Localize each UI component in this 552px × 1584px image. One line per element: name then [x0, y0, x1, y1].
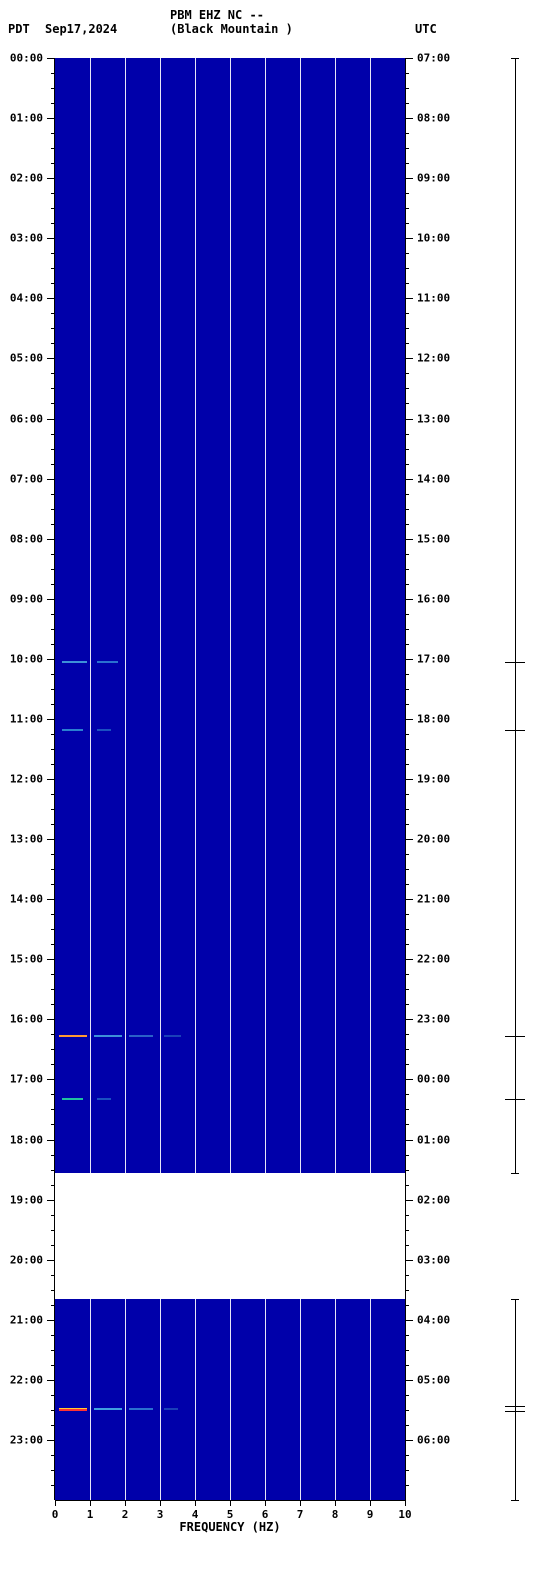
signal-streak: [164, 1035, 182, 1037]
right-time-label: 21:00: [417, 893, 450, 906]
event-tick: [505, 662, 525, 663]
freq-tick-label: 9: [367, 1508, 374, 1521]
event-tick: [505, 1099, 525, 1100]
right-time-label: 22:00: [417, 953, 450, 966]
right-time-label: 07:00: [417, 52, 450, 65]
freq-tick-label: 5: [227, 1508, 234, 1521]
station-code: PBM EHZ NC --: [170, 8, 264, 22]
signal-streak: [59, 1035, 87, 1037]
signal-streak: [97, 729, 111, 731]
left-time-label: 02:00: [10, 172, 43, 185]
right-time-label: 20:00: [417, 833, 450, 846]
left-time-axis: 00:0001:0002:0003:0004:0005:0006:0007:00…: [0, 58, 55, 1500]
right-time-label: 18:00: [417, 712, 450, 725]
left-time-label: 09:00: [10, 592, 43, 605]
event-tick: [505, 1406, 525, 1407]
event-tick: [505, 1036, 525, 1037]
right-time-label: 00:00: [417, 1073, 450, 1086]
right-time-label: 17:00: [417, 652, 450, 665]
left-time-label: 10:00: [10, 652, 43, 665]
right-time-label: 16:00: [417, 592, 450, 605]
freq-tick-label: 6: [262, 1508, 269, 1521]
right-time-label: 12:00: [417, 352, 450, 365]
date-label: Sep17,2024: [45, 22, 117, 36]
freq-tick-label: 10: [398, 1508, 411, 1521]
marker-segment: [515, 1299, 516, 1500]
signal-streak: [97, 1098, 111, 1100]
right-time-label: 08:00: [417, 112, 450, 125]
freq-tick-label: 3: [157, 1508, 164, 1521]
left-time-label: 22:00: [10, 1373, 43, 1386]
data-block: [55, 58, 405, 1173]
left-tz-label: PDT: [8, 22, 30, 36]
freq-tick-label: 4: [192, 1508, 199, 1521]
left-time-label: 00:00: [10, 52, 43, 65]
signal-streak: [62, 661, 87, 663]
right-time-label: 09:00: [417, 172, 450, 185]
right-time-label: 05:00: [417, 1373, 450, 1386]
signal-streak: [129, 1035, 154, 1037]
freq-tick-label: 0: [52, 1508, 59, 1521]
right-time-label: 19:00: [417, 773, 450, 786]
signal-streak: [62, 729, 83, 731]
right-time-label: 04:00: [417, 1313, 450, 1326]
left-time-label: 16:00: [10, 1013, 43, 1026]
right-time-label: 06:00: [417, 1433, 450, 1446]
right-time-label: 03:00: [417, 1253, 450, 1266]
right-time-axis: 07:0008:0009:0010:0011:0012:0013:0014:00…: [405, 58, 465, 1500]
event-marker-column: [495, 58, 535, 1500]
event-tick: [505, 1411, 525, 1412]
signal-streak: [59, 1409, 87, 1411]
left-time-label: 12:00: [10, 773, 43, 786]
left-time-label: 14:00: [10, 893, 43, 906]
freq-tick-label: 8: [332, 1508, 339, 1521]
left-time-label: 23:00: [10, 1433, 43, 1446]
spectrogram-plot: [55, 58, 405, 1500]
freq-tick-label: 1: [87, 1508, 94, 1521]
left-time-label: 18:00: [10, 1133, 43, 1146]
station-name: (Black Mountain ): [170, 22, 293, 36]
right-time-label: 23:00: [417, 1013, 450, 1026]
signal-streak: [129, 1408, 154, 1410]
left-time-label: 21:00: [10, 1313, 43, 1326]
left-time-label: 03:00: [10, 232, 43, 245]
left-time-label: 19:00: [10, 1193, 43, 1206]
freq-tick-label: 7: [297, 1508, 304, 1521]
left-time-label: 06:00: [10, 412, 43, 425]
marker-segment: [515, 58, 516, 1173]
left-time-label: 17:00: [10, 1073, 43, 1086]
right-time-label: 15:00: [417, 532, 450, 545]
left-time-label: 05:00: [10, 352, 43, 365]
signal-streak: [62, 1098, 83, 1100]
right-time-label: 10:00: [417, 232, 450, 245]
left-time-label: 01:00: [10, 112, 43, 125]
left-time-label: 04:00: [10, 292, 43, 305]
left-time-label: 15:00: [10, 953, 43, 966]
signal-streak: [164, 1408, 178, 1410]
signal-streak: [97, 661, 118, 663]
left-time-label: 11:00: [10, 712, 43, 725]
right-time-label: 01:00: [417, 1133, 450, 1146]
right-time-label: 13:00: [417, 412, 450, 425]
left-time-label: 07:00: [10, 472, 43, 485]
right-tz-label: UTC: [415, 22, 437, 36]
frequency-axis: FREQUENCY (HZ) 012345678910: [55, 1500, 405, 1540]
right-time-label: 02:00: [417, 1193, 450, 1206]
left-time-label: 20:00: [10, 1253, 43, 1266]
right-time-label: 11:00: [417, 292, 450, 305]
data-block: [55, 1299, 405, 1500]
left-time-label: 08:00: [10, 532, 43, 545]
signal-streak: [94, 1408, 122, 1410]
left-time-label: 13:00: [10, 833, 43, 846]
signal-streak: [94, 1035, 122, 1037]
freq-tick-label: 2: [122, 1508, 129, 1521]
event-tick: [505, 730, 525, 731]
x-axis-title: FREQUENCY (HZ): [55, 1520, 405, 1534]
right-time-label: 14:00: [417, 472, 450, 485]
